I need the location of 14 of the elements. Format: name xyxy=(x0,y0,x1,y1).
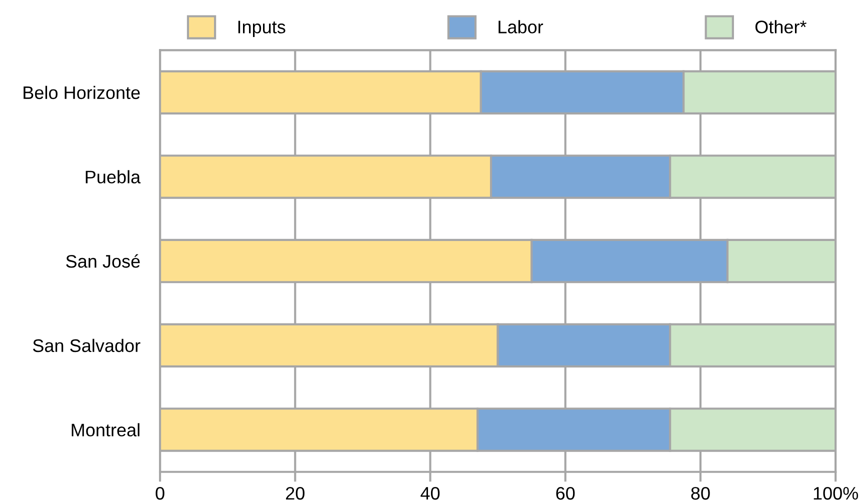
y-tick-label: Puebla xyxy=(86,170,141,184)
x-tick-label: 100% xyxy=(814,486,858,500)
x-tick-label: 40 xyxy=(420,486,440,500)
x-tick-label: 80 xyxy=(691,486,710,500)
y-tick-label: San Salvador xyxy=(33,338,140,352)
legend-label: Labor xyxy=(498,20,544,34)
legend-label: Inputs xyxy=(238,20,286,37)
x-tick-label: 60 xyxy=(556,486,575,500)
x-tick-label: 20 xyxy=(286,486,304,500)
y-tick-label: San José xyxy=(66,254,140,268)
x-tick-label: 0 xyxy=(156,486,164,500)
y-tick-label: Belo Horizonte xyxy=(24,86,140,100)
legend-label: Other* xyxy=(755,20,806,34)
y-tick-label: Montreal xyxy=(72,423,140,436)
